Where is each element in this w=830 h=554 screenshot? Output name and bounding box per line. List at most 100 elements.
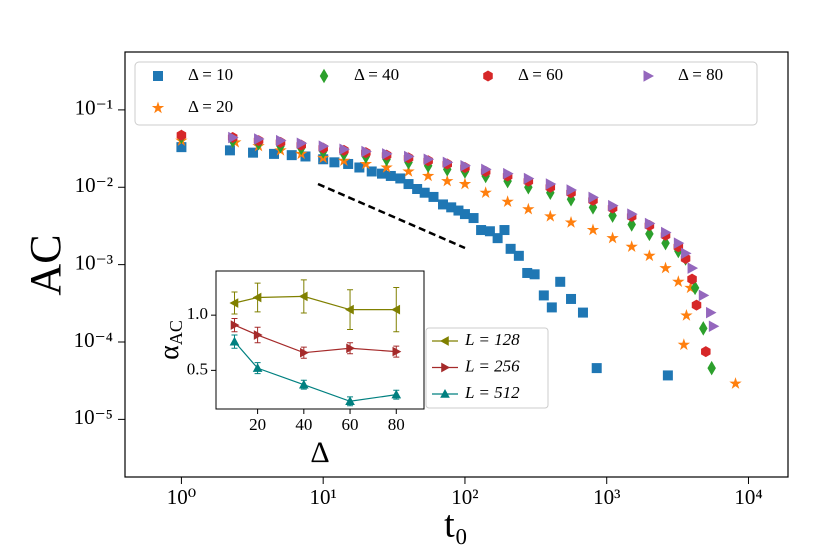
data-point [680,309,693,321]
data-point [395,173,406,184]
data-point [382,148,393,160]
data-point [627,208,638,220]
y-tick-label: 10⁻⁴ [74,328,113,352]
data-point [403,179,414,190]
legend-label: L = 256 [464,356,520,375]
legend-frame [134,61,758,126]
data-point [513,250,524,261]
data-point [555,276,566,287]
data-point [484,226,495,237]
data-point [687,262,699,274]
data-point [566,293,577,304]
y-tick-label: 10⁻² [75,173,113,197]
data-point [684,281,697,294]
legend-marker [319,68,329,84]
data-point [523,172,535,185]
data-point [687,273,697,285]
legend-marker [151,101,165,114]
data-point [366,166,377,177]
data-point [643,249,656,262]
inset-data: 20 40 60 80 0.5 1.0 L = 128 L = 256 L = 512 [187,279,520,434]
legend-marker [483,70,493,82]
y-tick-label: 10⁻⁵ [74,405,113,429]
data-point [503,167,514,180]
data-point [677,338,691,351]
data-point [298,291,308,302]
data-point [625,240,638,253]
data-point [380,161,393,173]
data-point [499,225,510,236]
data-point [627,217,636,232]
data-point [662,370,673,381]
legend-label: Δ = 40 [354,65,399,84]
inset-y-symbol: α [154,345,185,360]
data-point [296,137,308,150]
data-point [252,363,263,372]
data-point [329,157,340,168]
legend-label: Δ = 60 [518,65,563,84]
data-point [673,237,685,249]
data-point [224,145,235,156]
data-point [385,170,396,181]
x-tick-label: 10⁰ [167,485,196,509]
data-point [661,226,672,239]
data-point [391,389,402,399]
data-point [606,231,619,244]
data-point [706,306,717,319]
data-point [345,304,354,315]
data-point [659,261,672,274]
y-axis-label: AC [21,234,70,295]
data-point [345,396,355,406]
data-point [346,343,356,354]
data-point [404,150,415,163]
data-point [229,336,240,346]
data-point [564,216,578,228]
data-point [412,183,423,194]
data-point [586,223,600,236]
data-point [591,363,602,374]
data-point [253,330,263,340]
data-point [522,202,535,215]
inset-y-tick-label: 1.0 [187,304,208,323]
data-point [228,131,239,144]
data-point [544,209,557,222]
data-point [361,145,372,158]
data-point [423,153,435,166]
x-tick-label: 10¹ [310,485,337,509]
legend-marker [153,71,163,81]
data-point [577,307,588,318]
data-point [566,184,578,196]
legend-label: Δ = 80 [678,65,723,84]
data-point [428,191,439,202]
data-point [588,191,599,204]
data-point [442,156,454,169]
data-point [229,298,239,308]
data-point [538,290,549,301]
data-point [699,321,708,336]
data-point [546,302,557,313]
data-point [402,164,415,177]
legend-marker [441,362,451,373]
data-point [476,225,487,236]
data-point [441,174,454,187]
data-point [681,247,692,260]
data-point [339,143,350,155]
y-tick-label: 10⁻³ [75,250,113,274]
data-point [644,217,656,230]
data-point [690,280,700,296]
data-point [691,299,702,311]
inset-x-tick-label: 60 [342,415,359,434]
legend-label: Δ = 20 [188,97,233,116]
guide-line [317,182,466,250]
x-tick-label: 10⁴ [734,485,762,509]
data-point [672,275,685,288]
legend-label: Δ = 10 [188,65,233,84]
data-point [276,134,287,147]
inset-frame [215,270,425,410]
data-point [459,209,470,220]
data-point [269,148,280,159]
data-point [252,292,262,303]
data-point [492,233,503,244]
data-point [460,159,471,172]
inset-x-tick-label: 40 [295,415,312,434]
